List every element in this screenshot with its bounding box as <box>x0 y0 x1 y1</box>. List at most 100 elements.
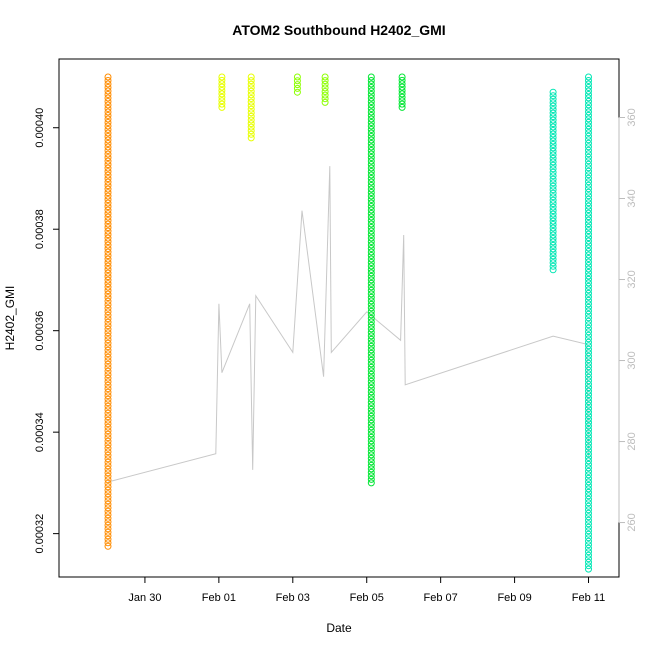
y2-tick-label: 360 <box>626 108 638 126</box>
data-point <box>367 451 375 459</box>
data-point <box>585 460 592 468</box>
data-point <box>104 325 112 333</box>
data-point <box>104 490 112 498</box>
data-point <box>104 322 112 330</box>
data-point <box>104 234 112 242</box>
data-point <box>585 101 592 109</box>
data-point <box>367 154 375 161</box>
data-point <box>104 129 112 137</box>
data-point <box>104 255 112 263</box>
data-point <box>549 123 557 131</box>
data-point <box>549 109 557 117</box>
data-point <box>367 213 375 221</box>
data-point <box>585 478 592 486</box>
data-point <box>367 136 375 144</box>
data-point <box>104 542 112 550</box>
data-point <box>104 227 112 235</box>
data-point <box>367 416 375 424</box>
data-point <box>104 178 112 186</box>
data-point <box>104 507 112 515</box>
data-point <box>585 115 592 123</box>
data-point <box>585 84 592 91</box>
data-point <box>585 565 592 573</box>
data-point <box>104 504 112 512</box>
data-point <box>585 338 592 346</box>
data-point <box>585 171 592 179</box>
data-point <box>585 380 592 388</box>
data-point <box>549 221 557 228</box>
data-point <box>104 311 112 319</box>
data-point <box>549 141 557 148</box>
data-point <box>104 514 112 522</box>
data-point <box>549 151 557 159</box>
data-point <box>367 335 375 343</box>
data-point <box>367 311 375 319</box>
data-point <box>585 398 592 406</box>
data-point <box>585 440 592 447</box>
data-point <box>367 395 375 403</box>
data-point <box>585 150 592 158</box>
data-point <box>104 98 112 105</box>
x-axis: Jan 30 Feb 01 Feb 03 Feb 05 Feb 07 Feb 09 Feb … <box>128 576 605 604</box>
data-point <box>585 87 592 95</box>
data-point <box>104 175 112 183</box>
data-point <box>585 454 592 461</box>
data-point <box>104 294 112 302</box>
data-point <box>367 252 375 259</box>
data-point <box>367 140 375 147</box>
data-point <box>104 402 112 410</box>
data-point <box>367 73 375 81</box>
data-point <box>585 157 592 165</box>
data-point <box>104 444 112 452</box>
data-point <box>104 77 112 84</box>
data-point <box>367 363 375 371</box>
data-point <box>367 377 375 385</box>
data-point <box>367 168 375 175</box>
data-point <box>247 102 255 110</box>
data-point <box>549 210 557 218</box>
data-point <box>585 132 592 140</box>
series-seg_yellow <box>218 73 255 142</box>
data-point <box>104 199 112 207</box>
data-point <box>367 87 375 95</box>
data-point <box>585 108 592 116</box>
data-point <box>367 304 375 312</box>
chart-title: ATOM2 Southbound H2402_GMI <box>232 22 445 38</box>
data-point <box>585 481 592 489</box>
data-point <box>104 434 112 442</box>
data-point <box>367 224 375 231</box>
data-point <box>367 150 375 158</box>
data-point <box>367 182 375 189</box>
data-point <box>367 325 375 333</box>
data-point <box>367 164 375 172</box>
data-point <box>398 73 406 81</box>
data-point <box>585 244 592 252</box>
data-point <box>585 345 592 353</box>
data-point <box>549 158 557 166</box>
data-point <box>549 116 557 124</box>
y2-tick-label: 260 <box>626 513 638 531</box>
data-point <box>367 279 375 287</box>
data-point <box>549 193 557 201</box>
data-point <box>585 174 592 182</box>
data-point <box>398 76 406 84</box>
series-seg_cyan <box>549 73 592 573</box>
data-point <box>585 412 592 420</box>
data-point <box>104 248 112 256</box>
data-point <box>367 318 375 326</box>
data-point <box>104 451 112 459</box>
data-point <box>367 342 375 350</box>
data-point <box>585 492 592 500</box>
data-point <box>367 161 375 168</box>
data-point <box>585 433 592 440</box>
data-point <box>367 440 375 448</box>
data-point <box>104 458 112 466</box>
data-point <box>585 555 592 563</box>
data-point <box>398 80 406 88</box>
x-tick-label: Feb 05 <box>350 592 384 604</box>
data-point <box>585 516 592 524</box>
data-point <box>585 534 592 542</box>
data-point <box>104 287 112 295</box>
data-point <box>585 181 592 189</box>
data-point <box>104 108 112 116</box>
